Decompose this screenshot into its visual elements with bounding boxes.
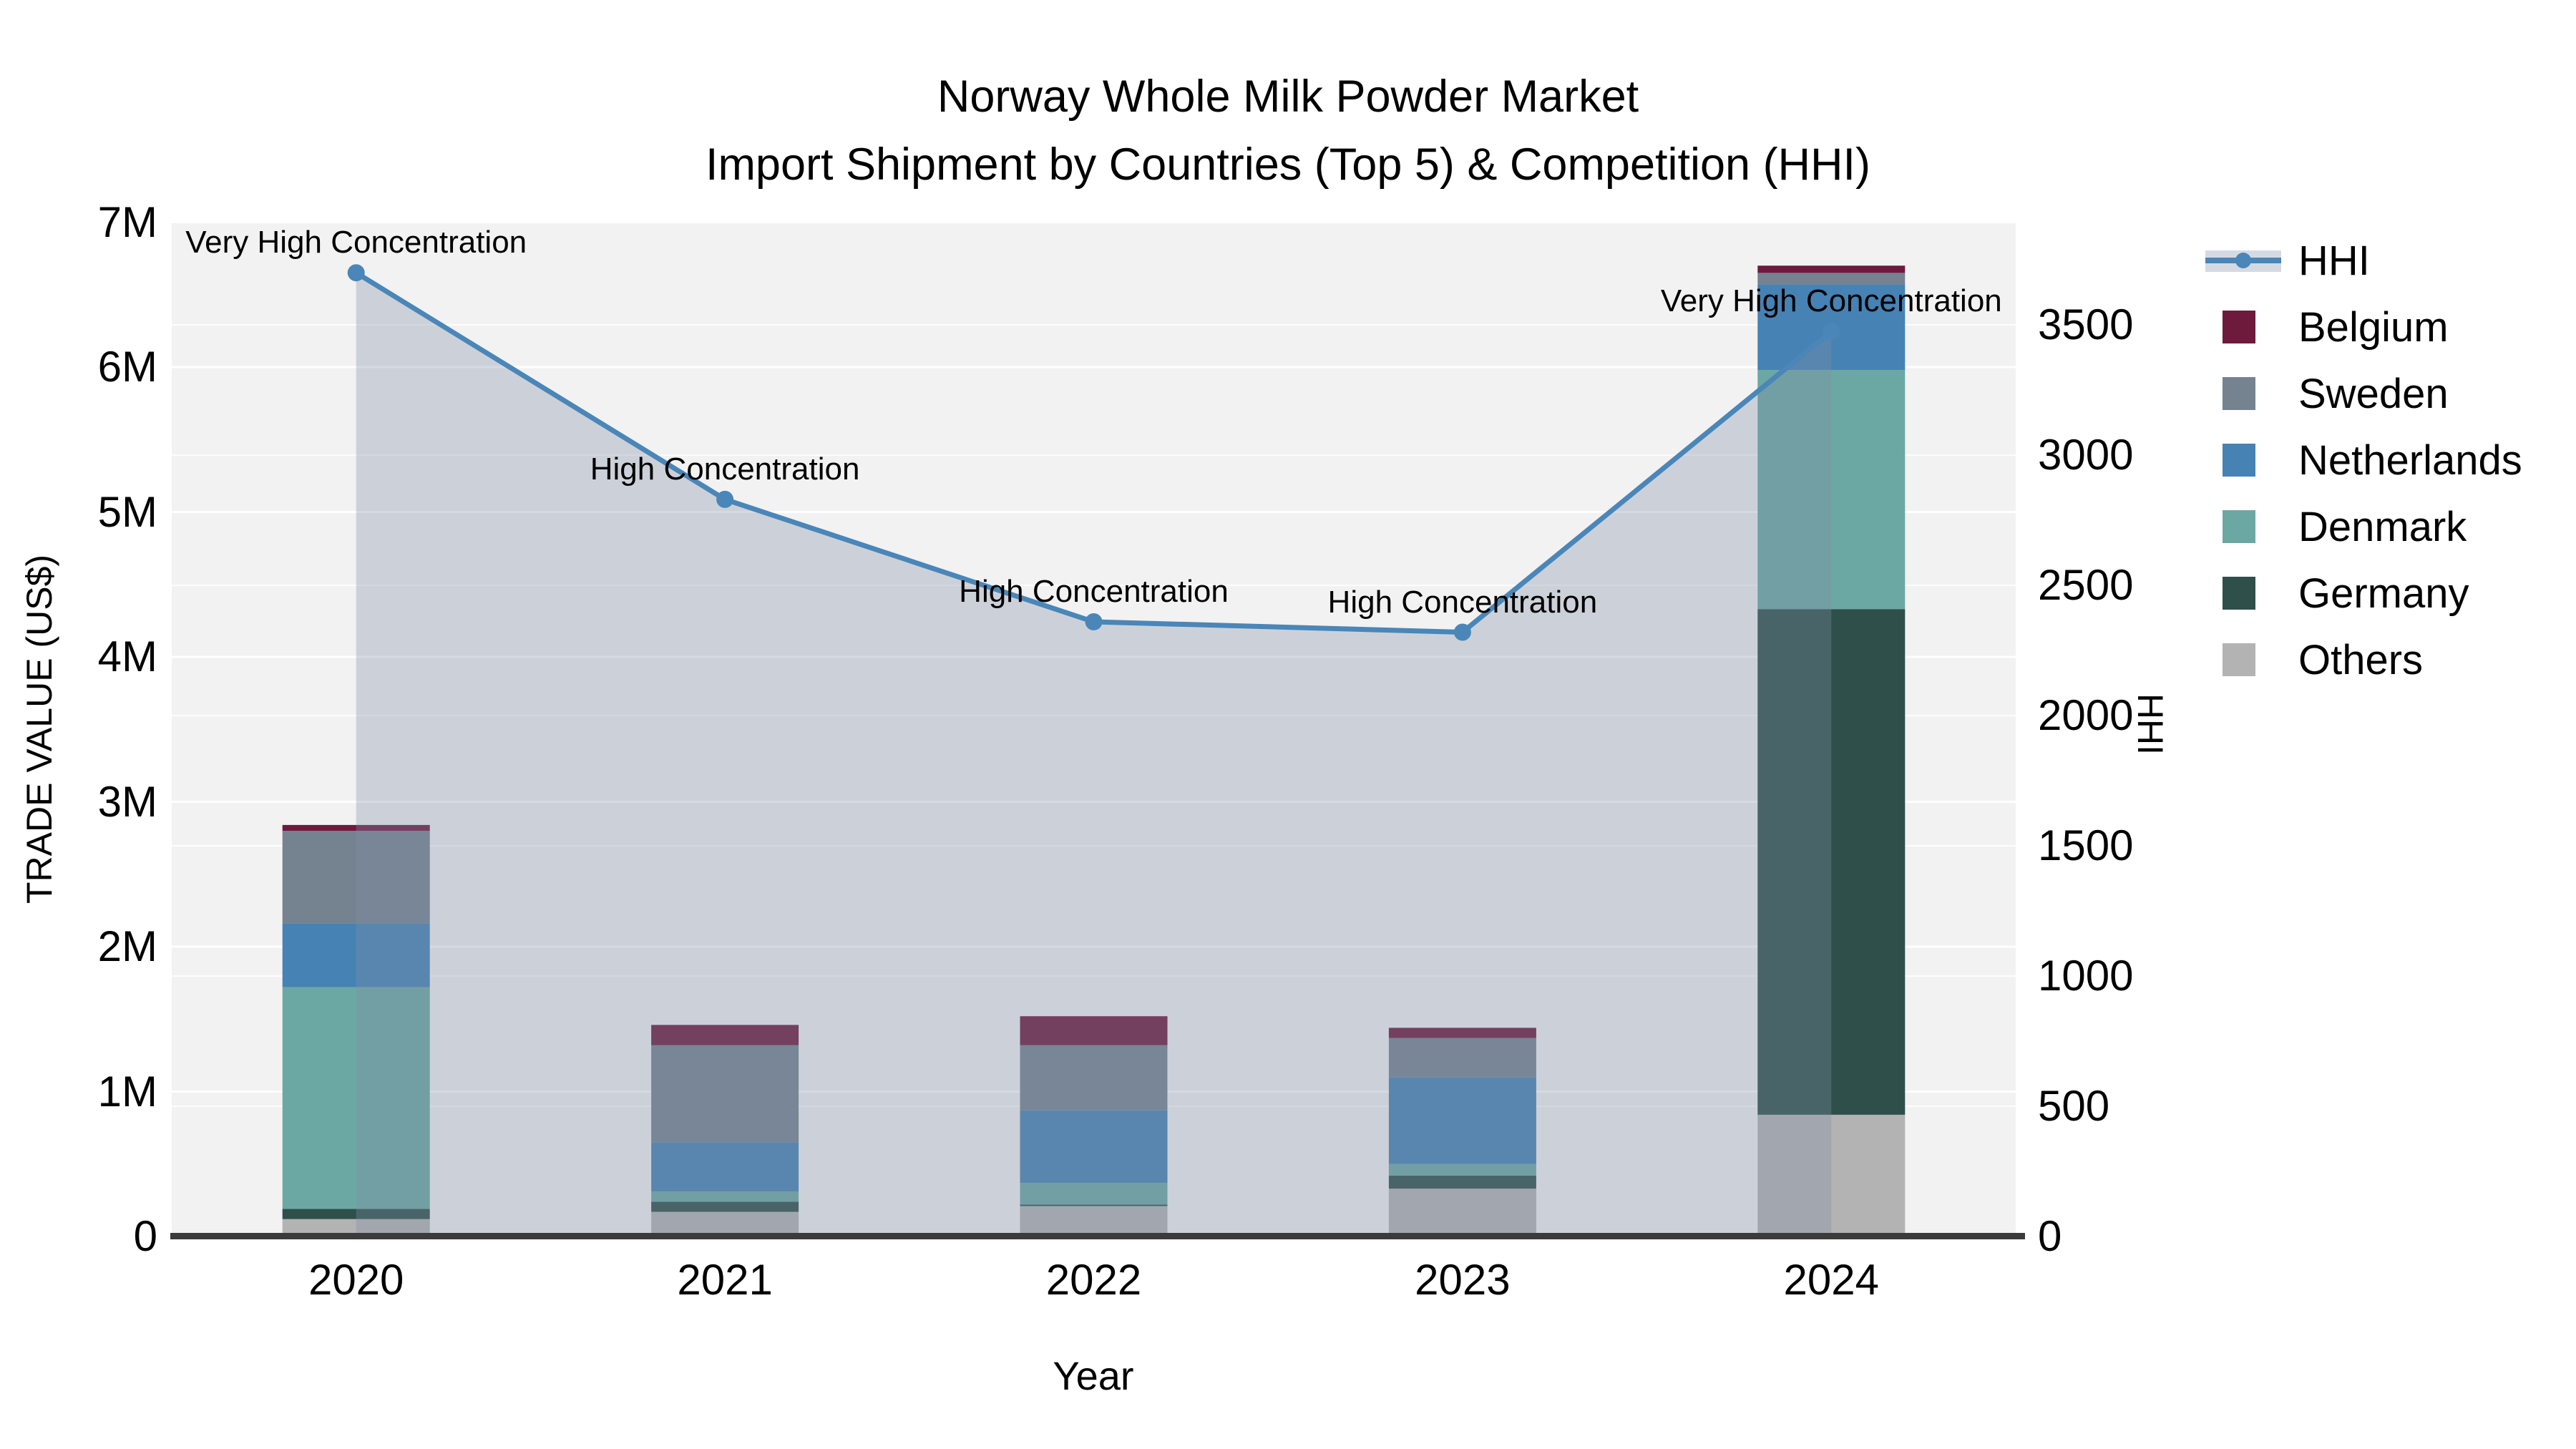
annotation-2021: High Concentration	[590, 451, 860, 487]
y-left-tick-4M: 4M	[97, 633, 157, 680]
annotation-2020: Very High Concentration	[185, 225, 527, 260]
bar-segment-others-2021[interactable]	[651, 1211, 799, 1236]
legend-label: Belgium	[2298, 303, 2449, 351]
hhi-area-fill	[356, 273, 1832, 1236]
y-left-axis-title: TRADE VALUE (US$)	[19, 554, 59, 904]
legend-item-denmark[interactable]: Denmark	[2204, 503, 2522, 550]
netherlands-swatch-icon	[2204, 444, 2288, 477]
x-axis-line	[170, 1233, 2025, 1239]
x-tick-2022: 2022	[1045, 1256, 1142, 1304]
hhi-point-2023[interactable]	[1453, 623, 1471, 641]
chart-title-line2: Import Shipment by Countries (Top 5) & C…	[705, 140, 1871, 190]
y-left-tick-5M: 5M	[97, 487, 157, 536]
bar-segment-sweden-2024[interactable]	[1757, 273, 1906, 285]
legend-item-hhi[interactable]: HHI	[2204, 237, 2522, 284]
hhi-point-2024[interactable]	[1823, 323, 1840, 341]
chart-title-line1: Norway Whole Milk Powder Market	[937, 72, 1639, 122]
bar-segment-belgium-2021[interactable]	[651, 1025, 799, 1045]
legend-label: Germany	[2298, 570, 2469, 617]
y-right-axis-title: HHI	[2130, 693, 2170, 756]
x-tick-2020: 2020	[308, 1256, 404, 1304]
legend: HHI Belgium Sweden Netherlands Denmark German…	[2204, 237, 2522, 683]
bar-segment-denmark-2021[interactable]	[651, 1191, 799, 1202]
legend-item-germany[interactable]: Germany	[2204, 570, 2522, 617]
y-left-tick-7M: 7M	[97, 197, 157, 246]
x-tick-2021: 2021	[677, 1256, 773, 1304]
chart-title: Norway Whole Milk Powder Market Import S…	[0, 63, 2576, 199]
annotation-2023: High Concentration	[1327, 584, 1598, 620]
plot-area	[172, 222, 2016, 1236]
y-right-tick-500: 500	[2038, 1082, 2110, 1130]
y-right-tick-3500: 3500	[2038, 301, 2134, 348]
legend-item-others[interactable]: Others	[2204, 636, 2522, 683]
y-left-tick-2M: 2M	[97, 922, 157, 970]
legend-label: Denmark	[2298, 503, 2467, 550]
legend-label: Netherlands	[2298, 436, 2522, 484]
bar-segment-germany-2024[interactable]	[1757, 609, 1906, 1115]
y-right-tick-2500: 2500	[2038, 561, 2134, 609]
legend-label: Others	[2298, 636, 2424, 683]
germany-swatch-icon	[2204, 577, 2288, 610]
bar-segment-belgium-2023[interactable]	[1388, 1028, 1536, 1038]
bar-segment-germany-2022[interactable]	[1020, 1204, 1168, 1206]
legend-item-sweden[interactable]: Sweden	[2204, 370, 2522, 417]
belgium-swatch-icon	[2204, 311, 2288, 343]
bar-segment-others-2022[interactable]	[1020, 1206, 1168, 1236]
legend-label: Sweden	[2298, 370, 2449, 417]
hhi-point-2021[interactable]	[716, 490, 734, 508]
y-left-tick-0: 0	[133, 1212, 157, 1260]
others-swatch-icon	[2204, 643, 2288, 676]
bar-segment-sweden-2020[interactable]	[282, 831, 430, 924]
bar-segment-netherlands-2023[interactable]	[1388, 1077, 1536, 1164]
bar-segment-denmark-2020[interactable]	[282, 987, 430, 1209]
bar-segment-netherlands-2020[interactable]	[282, 923, 430, 987]
bar-segment-others-2023[interactable]	[1388, 1189, 1536, 1236]
y-right-tick-3000: 3000	[2038, 431, 2134, 479]
bar-segment-belgium-2020[interactable]	[282, 824, 430, 831]
y-right-tick-1500: 1500	[2038, 821, 2134, 869]
bar-segment-denmark-2024[interactable]	[1757, 370, 1906, 610]
bar-segment-belgium-2024[interactable]	[1757, 265, 1906, 273]
legend-item-netherlands[interactable]: Netherlands	[2204, 436, 2522, 484]
bar-segment-others-2024[interactable]	[1757, 1114, 1906, 1236]
hhi-line-icon	[2204, 245, 2288, 276]
bar-segment-germany-2021[interactable]	[651, 1201, 799, 1212]
y-left-tick-3M: 3M	[97, 777, 157, 826]
y-left-tick-6M: 6M	[97, 343, 157, 391]
bar-segment-denmark-2023[interactable]	[1388, 1163, 1536, 1176]
bar-segment-belgium-2022[interactable]	[1020, 1016, 1168, 1045]
bar-segment-germany-2020[interactable]	[282, 1209, 430, 1219]
hhi-point-2022[interactable]	[1085, 613, 1103, 630]
sweden-swatch-icon	[2204, 377, 2288, 410]
x-tick-2024: 2024	[1783, 1256, 1880, 1304]
legend-label: HHI	[2298, 237, 2370, 284]
bar-segment-netherlands-2021[interactable]	[651, 1142, 799, 1192]
bar-segment-netherlands-2022[interactable]	[1020, 1110, 1168, 1184]
legend-item-belgium[interactable]: Belgium	[2204, 303, 2522, 351]
bar-segment-denmark-2022[interactable]	[1020, 1183, 1168, 1205]
x-tick-2023: 2023	[1415, 1256, 1511, 1304]
bar-segment-germany-2023[interactable]	[1388, 1175, 1536, 1189]
y-right-tick-1000: 1000	[2038, 952, 2134, 1000]
annotation-2022: High Concentration	[959, 573, 1229, 609]
annotation-2024: Very High Concentration	[1660, 283, 2002, 319]
bar-segment-sweden-2022[interactable]	[1020, 1045, 1168, 1111]
y-left-tick-1M: 1M	[97, 1067, 157, 1116]
y-right-tick-2000: 2000	[2038, 691, 2134, 739]
bar-segment-sweden-2023[interactable]	[1388, 1038, 1536, 1078]
hhi-point-2020[interactable]	[347, 264, 365, 282]
denmark-swatch-icon	[2204, 510, 2288, 543]
y-right-tick-0: 0	[2038, 1212, 2062, 1260]
bar-segment-sweden-2021[interactable]	[651, 1045, 799, 1143]
x-axis-title: Year	[1053, 1353, 1134, 1398]
